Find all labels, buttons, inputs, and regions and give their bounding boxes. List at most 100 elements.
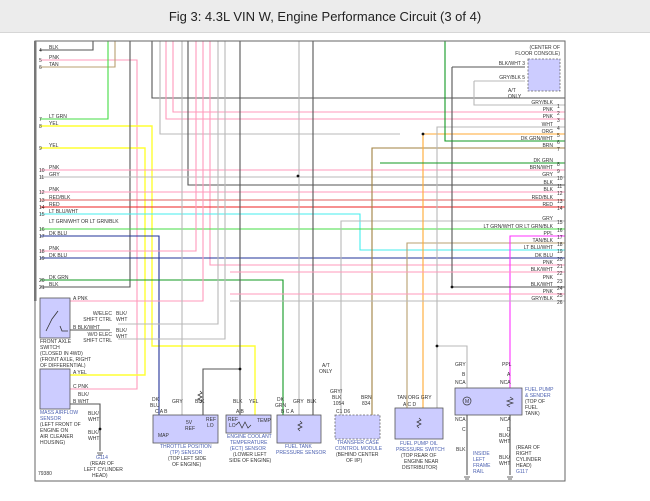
left-pin-number: 18	[39, 249, 45, 255]
left-pin-wire-label: YEL	[49, 121, 59, 127]
right-pin-number: 2	[557, 111, 560, 117]
transfer-case-control-module	[334, 414, 381, 440]
label-fp-blk: BLK	[456, 447, 466, 453]
label-fp-m: M	[465, 399, 469, 405]
left-pin-number: 20	[39, 278, 45, 284]
splice-dot	[238, 367, 242, 371]
label-g114-loc-2: LEFT CYLINDER	[84, 467, 123, 473]
right-pin-number: 7	[557, 147, 560, 153]
right-pin-wire-label: WHT	[542, 122, 553, 128]
right-pin-wire-label: DK BLU	[535, 253, 553, 259]
label-at-only-2: ONLY	[508, 94, 522, 100]
left-pin-number: 10	[39, 168, 45, 174]
right-pin-number: 17	[557, 235, 563, 241]
right-pin-wire-label: PPL	[544, 231, 554, 237]
label-g117-1: (REAR OF	[516, 445, 540, 451]
right-pin-wire-label: DK GRN/WHT	[521, 136, 553, 142]
label-tp-5v: 5V	[186, 420, 193, 426]
wire-pnk	[40, 59, 138, 390]
label-fpo-name-2: PRESSURE SWITCH	[396, 447, 445, 453]
wire-dk-grn	[40, 279, 284, 415]
left-pin-number: 7	[39, 117, 42, 123]
right-pin-wire-label: RED/BLK	[532, 195, 554, 201]
label-tc-name-4: OF I/P)	[346, 458, 362, 464]
label-fp-w2: PPL	[502, 362, 512, 368]
label-fa-name-4: (FRONT AXLE, RIGHT	[40, 357, 91, 363]
right-pin-wire-label: PNK	[543, 107, 554, 113]
right-pin-number: 14	[557, 206, 563, 212]
splice-dot	[421, 132, 425, 136]
label-ect-name-3: (ECT) SENSOR	[230, 446, 266, 452]
right-pin-wire-label: TAN/BLK	[533, 238, 554, 244]
left-pin-wire-label: PNK	[49, 187, 60, 193]
label-maf-name-2: SENSOR	[40, 416, 62, 422]
wire-blk	[187, 41, 565, 186]
label-blk-wht-a2: WHT	[116, 317, 127, 323]
label-ect-lo: LO	[229, 423, 236, 429]
right-pin-wire-label: GRY/BLK	[531, 296, 553, 302]
wire-blk	[40, 41, 131, 288]
label-blk-wht-b1: BLK/	[116, 328, 127, 334]
label-tc-c1: 1054	[333, 401, 344, 407]
label-fa-pinA: A PNK	[73, 296, 88, 302]
right-pin-number: 4	[557, 126, 560, 132]
right-pin-number: 15	[557, 220, 563, 226]
fuel-pump-oil-pressure-switch	[394, 407, 444, 440]
right-pin-number: 10	[557, 176, 563, 182]
label-frame-2: LEFT	[473, 457, 485, 463]
label-fp-bw2: WHT	[499, 439, 510, 445]
label-g114-loc-3: HEAD)	[92, 473, 108, 479]
left-pin-number: 6	[39, 65, 42, 71]
splice-dot	[450, 285, 454, 289]
label-wo-elec-1: W/O ELEC	[88, 332, 113, 338]
throttle-position-sensor	[152, 414, 219, 444]
right-pin-wire-label: GRY	[542, 172, 553, 178]
label-tc-name-2: CONTROL MODULE	[335, 446, 383, 452]
label-fp-a: A	[507, 372, 511, 378]
label-fp-c: C	[462, 427, 466, 433]
floor-console-module	[527, 58, 561, 92]
right-pin-number: 24	[557, 286, 563, 292]
label-tc-w1b: BLK	[332, 395, 342, 401]
right-pin-wire-label: LT GRN/WHT OR LT GRN/BLK	[483, 224, 553, 230]
wire-pnk	[70, 41, 204, 302]
right-pin-wire-label: BLK/WHT	[531, 282, 553, 288]
label-maf-pinA: A YEL	[73, 370, 87, 376]
label-console-pin3: BLK/WHT 3	[499, 61, 526, 67]
wire-dk-grn	[444, 41, 565, 142]
label-tp-ref2: REF	[206, 417, 216, 423]
left-pin-wire-label: DK GRN	[49, 275, 69, 281]
label-fpo-name-3: (TOP REAR OF	[401, 453, 436, 459]
right-pin-wire-label: RED	[542, 202, 553, 208]
right-pin-wire-label: GRY/BLK	[531, 100, 553, 106]
label-ect-name-5: SIDE OF ENGINE)	[229, 458, 272, 464]
label-console-pin5: GRY/BLK 5	[499, 75, 525, 81]
wire-gry	[436, 345, 468, 408]
left-pin-wire-label: PNK	[49, 55, 60, 61]
label-ftp-w1: DK	[277, 397, 285, 403]
right-pin-wire-label: LT BLU/WHT	[524, 245, 553, 251]
label-g114-w3: BLK/	[88, 430, 99, 436]
label-tc-at-2: ONLY	[319, 369, 333, 375]
label-fp-b: B	[462, 372, 466, 378]
label-tp-w2: GRY	[172, 399, 183, 405]
label-g114-w2: WHT	[88, 417, 99, 423]
front-axle-switch	[39, 297, 71, 339]
wire-pnk	[209, 41, 565, 266]
label-fp-name-1: FUEL PUMP	[525, 387, 554, 393]
label-g117-3: CYLINDER	[516, 457, 542, 463]
wire-lt-blu	[40, 213, 565, 251]
label-ftp-pins: B C A	[281, 409, 294, 415]
right-pin-number: 1	[557, 104, 560, 110]
right-pin-wire-label: BLK	[544, 187, 554, 193]
wire-yel	[40, 125, 256, 415]
splice-dot	[98, 427, 102, 431]
left-pin-number: 19	[39, 256, 45, 262]
left-pin-wire-label: GRY	[49, 172, 60, 178]
label-console-location-2: FLOOR CONSOLE)	[515, 51, 560, 57]
label-maf-pinB: B WHT	[73, 399, 89, 405]
left-pin-wire-label: RED/BLK	[49, 195, 71, 201]
wire-blk	[151, 41, 565, 99]
label-fa-name-3: (CLOSED IN 4WD)	[40, 351, 83, 357]
label-fp-nca2: NCA	[500, 380, 511, 386]
